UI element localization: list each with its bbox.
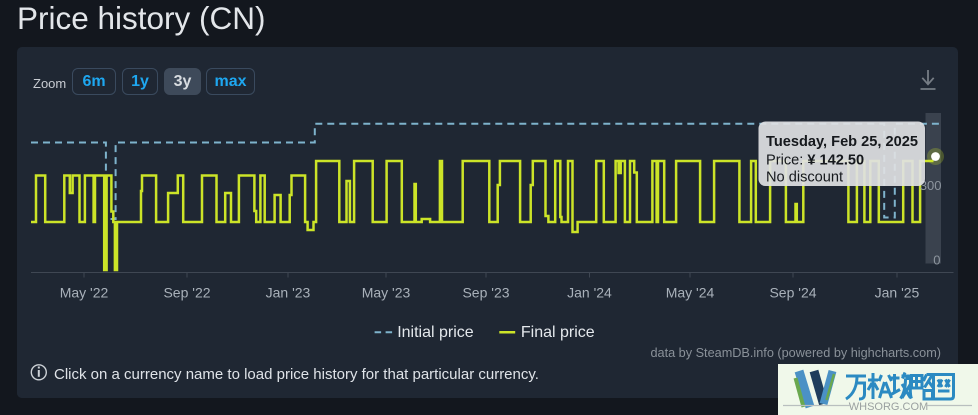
- svg-text:data by SteamDB.info (powered: data by SteamDB.info (powered by highcha…: [650, 346, 941, 360]
- svg-text:Sep '23: Sep '23: [462, 285, 509, 301]
- svg-text:0: 0: [933, 253, 940, 268]
- svg-text:May '22: May '22: [60, 285, 109, 301]
- svg-text:Sep '22: Sep '22: [163, 285, 210, 301]
- svg-text:May '23: May '23: [362, 285, 411, 301]
- svg-text:Jan '23: Jan '23: [266, 285, 311, 301]
- svg-text:May '24: May '24: [666, 285, 715, 301]
- svg-text:Jan '25: Jan '25: [875, 285, 920, 301]
- svg-text:Sep '24: Sep '24: [769, 285, 816, 301]
- svg-text:300: 300: [920, 178, 942, 193]
- svg-text:Price: ¥ 142.50: Price: ¥ 142.50: [766, 153, 864, 169]
- svg-text:No discount: No discount: [766, 170, 843, 186]
- svg-text:Initial price: Initial price: [397, 324, 474, 341]
- svg-text:Final price: Final price: [521, 324, 595, 341]
- svg-text:WHSORG.COM: WHSORG.COM: [849, 401, 928, 413]
- svg-text:Tuesday, Feb 25, 2025: Tuesday, Feb 25, 2025: [766, 134, 918, 150]
- svg-text:Jan '24: Jan '24: [567, 285, 612, 301]
